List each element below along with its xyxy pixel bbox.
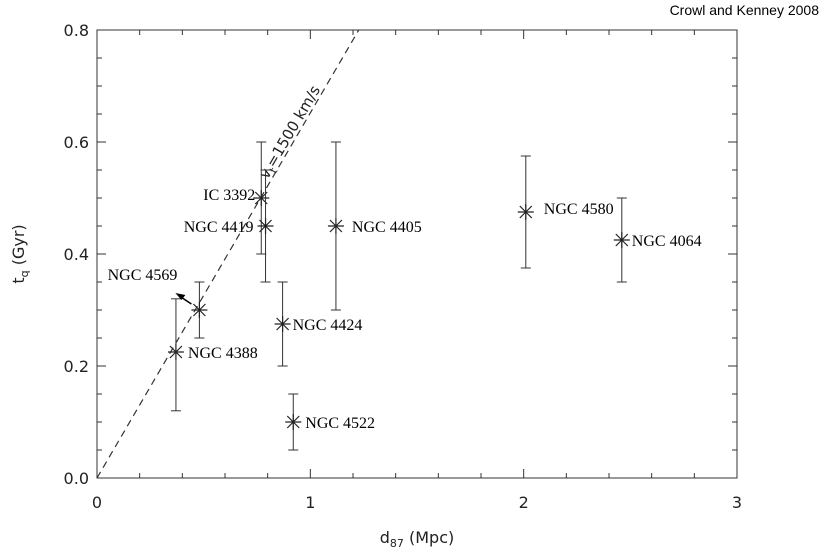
x-tick-label: 0 <box>92 493 102 512</box>
point-label: IC 3392 <box>203 187 255 204</box>
velocity-dashed-line <box>96 29 360 479</box>
marker-stroke <box>276 317 290 331</box>
data-point <box>274 281 291 367</box>
x-tick-label: 3 <box>732 493 742 512</box>
x-axis-label: d87 (Mpc) <box>380 528 454 550</box>
point-label: NGC 4388 <box>188 345 258 362</box>
point-label: NGC 4522 <box>305 415 375 432</box>
y-tick-label: 0.4 <box>64 245 89 264</box>
data-point <box>613 197 630 283</box>
point-label: NGC 4405 <box>352 219 422 236</box>
x-tick-label: 1 <box>305 493 315 512</box>
marker-stroke <box>615 233 629 247</box>
y-tick-label: 0.6 <box>64 133 89 152</box>
marker-stroke <box>192 303 206 317</box>
marker-stroke <box>169 345 183 359</box>
data-point <box>257 169 274 283</box>
credit-text: Crowl and Kenney 2008 <box>669 2 819 18</box>
point-label: NGC 4064 <box>632 233 702 250</box>
label-pointer-arrowhead <box>175 293 186 300</box>
point-label: NGC 4569 <box>108 267 178 284</box>
marker-stroke <box>329 219 343 233</box>
velocity-line-label: vt=1500 km/s <box>256 82 327 183</box>
data-point <box>191 281 208 339</box>
y-axis-label: tq (Gyr) <box>9 224 31 283</box>
marker-stroke <box>519 205 533 219</box>
marker-stroke <box>286 415 300 429</box>
y-tick-label: 0.8 <box>64 21 89 40</box>
point-label: NGC 4580 <box>544 201 614 218</box>
plot-frame <box>96 29 738 479</box>
marker-stroke <box>259 219 272 233</box>
y-tick-label: 0.0 <box>64 469 89 488</box>
point-label: NGC 4424 <box>293 317 363 334</box>
y-tick-label: 0.2 <box>64 357 89 376</box>
data-point <box>517 155 534 269</box>
data-point <box>285 393 302 451</box>
data-point <box>167 298 184 412</box>
x-tick-label: 2 <box>519 493 529 512</box>
point-label: NGC 4419 <box>184 219 254 236</box>
data-point <box>327 141 344 311</box>
